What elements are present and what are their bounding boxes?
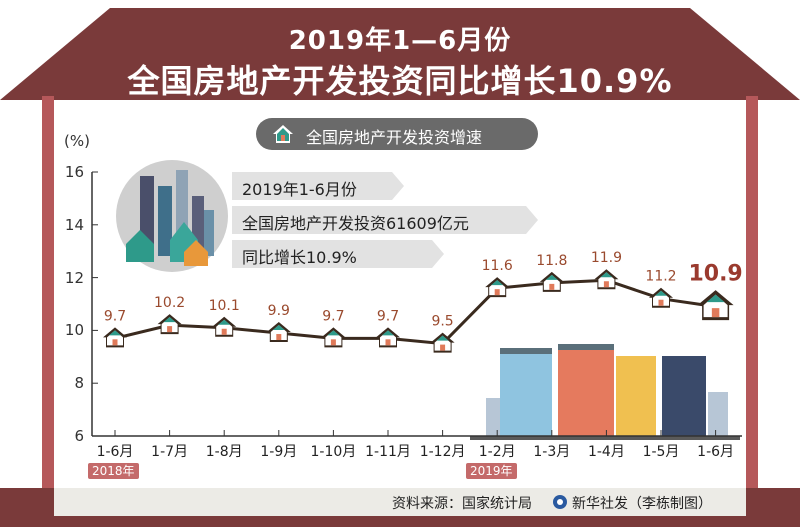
data-point-house-marker <box>266 322 291 343</box>
data-value-label: 9.9 <box>268 303 290 319</box>
right-wall <box>746 96 758 516</box>
x-tick-label: 1-6月 <box>697 444 735 460</box>
left-wall <box>42 96 54 516</box>
year-2018-badge: 2018年 <box>88 463 139 479</box>
y-tick-label: 12 <box>64 268 84 287</box>
data-point-house-marker <box>321 327 346 348</box>
data-point-house-marker <box>430 332 455 353</box>
year-2019-badge: 2019年 <box>466 463 517 479</box>
info-investment: 全国房地产开发投资61609亿元 <box>242 214 469 233</box>
data-point-house-marker <box>103 327 127 348</box>
y-axis-unit: (%) <box>64 132 90 150</box>
data-point-house-marker <box>212 316 237 337</box>
x-tick-label: 1-7月 <box>151 444 189 460</box>
data-point-house-marker <box>697 290 734 321</box>
y-tick-label: 10 <box>64 321 84 340</box>
data-point-house-marker <box>594 269 619 290</box>
xinhua-logo-icon <box>553 495 567 509</box>
footer-bar <box>54 488 746 516</box>
house-icon <box>273 125 293 143</box>
data-value-label: 11.2 <box>645 269 676 285</box>
series-line <box>114 278 716 346</box>
legend: 全国房地产开发投资增速 <box>256 118 538 150</box>
data-value-label: 9.7 <box>104 308 126 324</box>
data-value-label: 10.1 <box>209 298 240 314</box>
x-tick-label: 1-11月 <box>365 444 411 460</box>
data-value-label: 10.9 <box>688 262 742 287</box>
legend-label: 全国房地产开发投资增速 <box>306 128 483 147</box>
data-value-label: 11.6 <box>482 258 513 274</box>
agency-credit: 新华社发（李栋制图） <box>572 496 712 512</box>
x-tick-label: 1-10月 <box>310 444 357 460</box>
data-point-house-marker <box>485 277 510 298</box>
info-growth: 同比增长10.9% <box>242 248 357 267</box>
x-tick-label: 1-12月 <box>419 444 466 460</box>
chart-title-line2: 全国房地产开发投资同比增长10.9% <box>127 62 673 100</box>
data-value-label: 9.7 <box>377 308 399 324</box>
data-value-label: 9.5 <box>431 314 453 330</box>
x-tick-label: 1-6月 <box>96 444 134 460</box>
y-tick-label: 8 <box>74 374 84 393</box>
x-tick-label: 1-2月 <box>478 444 516 460</box>
chart-title-line1: 2019年1—6月份 <box>288 26 512 56</box>
data-point-house-marker <box>376 327 400 348</box>
y-tick-label: 14 <box>64 215 84 234</box>
x-tick-label: 1-5月 <box>642 444 680 460</box>
x-tick-label: 1-8月 <box>205 444 243 460</box>
data-point-house-marker <box>539 271 564 292</box>
x-tick-label: 1-9月 <box>260 444 298 460</box>
y-tick-label: 6 <box>74 427 84 445</box>
data-value-label: 11.9 <box>591 250 622 266</box>
roof-banner <box>0 8 800 100</box>
data-value-label: 11.8 <box>536 253 567 269</box>
data-source: 资料来源：国家统计局 <box>392 496 532 512</box>
data-point-house-marker <box>157 314 182 335</box>
data-point-house-marker <box>649 287 673 308</box>
data-value-label: 9.7 <box>322 308 344 324</box>
data-value-label: 10.2 <box>154 295 185 311</box>
info-period: 2019年1-6月份 <box>242 180 357 199</box>
x-tick-label: 1-4月 <box>587 444 625 460</box>
y-tick-label: 16 <box>64 163 84 181</box>
x-tick-label: 1-3月 <box>533 444 571 460</box>
